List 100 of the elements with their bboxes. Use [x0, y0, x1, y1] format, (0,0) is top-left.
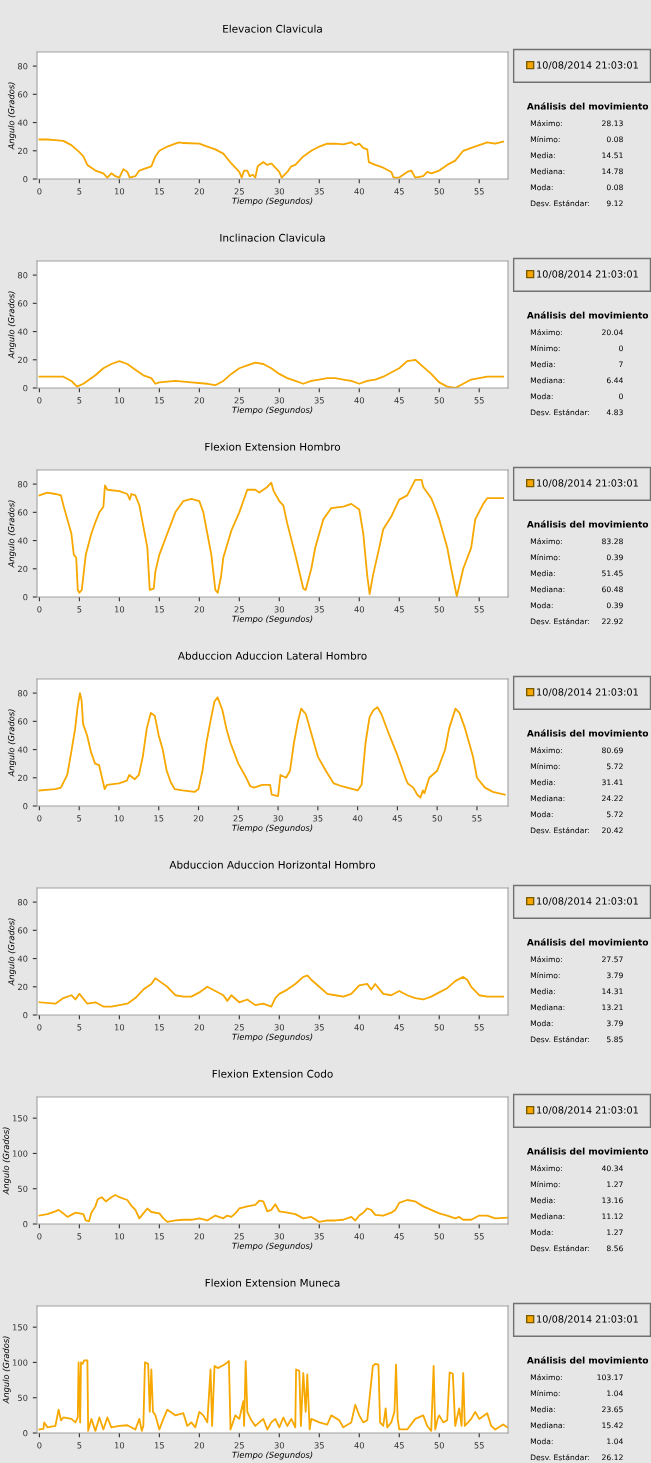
x-tick-label: 15: [154, 397, 164, 404]
x-tick-label: 50: [434, 1233, 444, 1240]
x-axis-title: Tiempo (Segundos): [232, 1242, 313, 1251]
x-tick-label: 5: [77, 188, 82, 195]
y-tick-label: 50: [18, 1394, 28, 1402]
x-tick-label: 10: [114, 815, 124, 822]
x-tick-label: 40: [354, 397, 365, 404]
x-tick-label: 20: [194, 397, 205, 404]
y-tick-label: 20: [17, 356, 28, 364]
x-tick-label: 45: [394, 188, 404, 195]
x-tick-label: 45: [392, 815, 402, 822]
x-tick-label: 20: [194, 1024, 205, 1031]
text: Análisis del movimiento: [526, 102, 649, 110]
y-axis-title: Angulo (Grados): [7, 291, 16, 359]
line-series: [38, 974, 505, 1008]
x-tick-label: 50: [434, 188, 444, 195]
x-tick-label: 20: [194, 1233, 205, 1240]
x-tick-label: 10: [114, 188, 125, 195]
x-tick-label: 45: [394, 606, 404, 613]
chart-title: Flexion Extension Codo: [212, 1069, 333, 1078]
y-tick-label: 0: [23, 802, 28, 810]
x-tick-label: 40: [352, 815, 363, 822]
x-tick-label: 10: [114, 606, 125, 613]
x-tick-label: 5: [77, 1233, 82, 1240]
x-tick-label: 10: [114, 397, 125, 404]
x-tick-label: 25: [234, 1442, 244, 1449]
x-tick-label: 35: [314, 606, 324, 613]
x-tick-label: 55: [474, 1442, 484, 1449]
y-tick-label: 40: [17, 955, 28, 962]
y-tick-label: 60: [17, 509, 28, 516]
x-tick-label: 40: [354, 1024, 365, 1031]
x-tick-label: 15: [154, 188, 164, 195]
x-tick-label: 0: [37, 1024, 42, 1031]
y-tick-label: 150: [12, 1324, 28, 1331]
x-tick-label: 50: [432, 815, 442, 822]
text: Análisis del movimiento: [526, 1356, 649, 1364]
x-tick-label: 35: [314, 1024, 324, 1031]
text: Análisis del movimiento: [526, 1147, 649, 1155]
text: Análisis del movimiento: [526, 311, 649, 319]
y-tick-label: 60: [17, 300, 28, 307]
y-tick-label: 60: [17, 927, 28, 934]
x-tick-label: 35: [313, 815, 323, 822]
x-tick-label: 40: [354, 606, 365, 613]
y-tick-label: 100: [12, 1150, 28, 1157]
x-tick-label: 35: [314, 188, 324, 195]
x-axis-title: Tiempo (Segundos): [232, 197, 313, 206]
y-tick-label: 40: [17, 328, 28, 335]
x-tick-label: 35: [314, 397, 324, 404]
x-tick-label: 55: [474, 1024, 484, 1031]
x-tick-label: 50: [434, 397, 444, 404]
y-tick-label: 50: [18, 1185, 28, 1193]
x-tick-label: 45: [394, 1233, 404, 1240]
y-axis-title: Angulo (Grados): [7, 709, 16, 777]
x-tick-label: 20: [194, 606, 205, 613]
x-tick-label: 0: [37, 397, 42, 404]
y-axis-title: Angulo (Grados): [7, 918, 16, 986]
y-tick-label: 60: [17, 91, 28, 98]
chart-title: Flexion Extension Hombro: [205, 442, 341, 451]
y-tick-label: 40: [17, 537, 28, 544]
x-tick-label: 35: [314, 1442, 324, 1449]
x-tick-label: 5: [77, 1024, 82, 1031]
x-tick-label: 55: [474, 1233, 484, 1240]
chart-title: Abduccion Aduccion Lateral Hombro: [177, 651, 367, 660]
y-axis-title: Angulo (Grados): [7, 82, 16, 150]
x-tick-label: 20: [194, 188, 205, 195]
y-tick-label: 100: [12, 1359, 28, 1366]
x-tick-label: 15: [154, 606, 164, 613]
line-series: [38, 692, 506, 799]
x-tick-label: 10: [114, 1233, 125, 1240]
legend-label: 10/08/2014 21:03:01: [537, 1315, 638, 1324]
x-tick-label: 50: [434, 1442, 444, 1449]
y-axis-title: Angulo (Grados): [2, 1336, 11, 1404]
x-tick-label: 30: [274, 1233, 285, 1240]
x-tick-label: 55: [472, 815, 482, 822]
y-tick-label: 20: [17, 774, 28, 782]
chart-title: Inclinacion Clavicula: [220, 233, 325, 242]
x-tick-label: 10: [114, 1024, 125, 1031]
x-axis-title: Tiempo (Segundos): [232, 1033, 313, 1042]
x-tick-label: 50: [434, 1024, 444, 1031]
y-tick-label: 0: [23, 1011, 28, 1019]
legend-label: 10/08/2014 21:03:01: [537, 688, 638, 697]
x-tick-label: 0: [37, 1233, 42, 1240]
x-axis-title: Tiempo (Segundos): [232, 1451, 313, 1460]
chart-title: Elevacion Clavicula: [223, 24, 322, 33]
y-tick-label: 80: [17, 272, 28, 279]
line-series: [38, 478, 505, 597]
x-tick-label: 30: [274, 1442, 285, 1449]
x-tick-label: 25: [234, 397, 244, 404]
x-tick-label: 5: [77, 815, 82, 822]
x-tick-label: 15: [154, 1442, 164, 1449]
y-tick-label: 80: [17, 899, 28, 906]
x-tick-label: 10: [114, 1442, 125, 1449]
x-tick-label: 15: [154, 815, 164, 822]
x-tick-label: 25: [234, 188, 244, 195]
text: Análisis del movimiento: [526, 729, 649, 737]
x-tick-label: 5: [77, 397, 82, 404]
x-tick-label: 55: [474, 188, 484, 195]
x-tick-label: 25: [234, 606, 244, 613]
x-tick-label: 45: [394, 1442, 404, 1449]
y-tick-label: 0: [23, 384, 28, 392]
